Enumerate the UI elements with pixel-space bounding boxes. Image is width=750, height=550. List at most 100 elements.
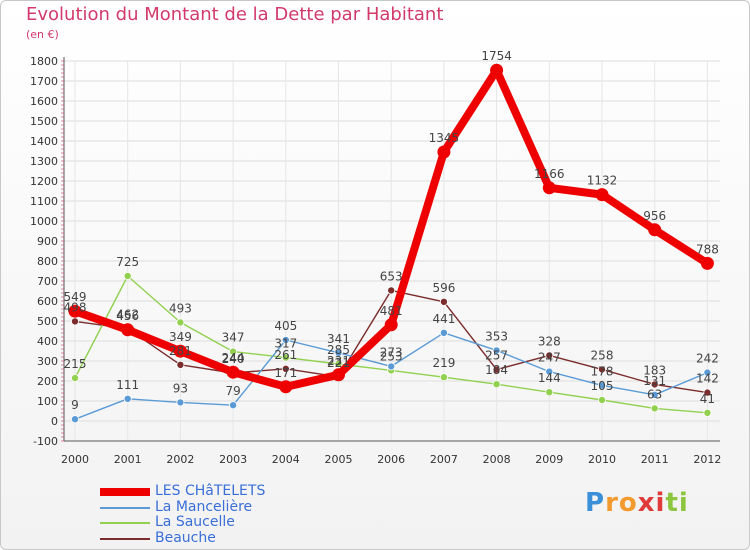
y-tick-label: 1300 [30,155,58,168]
data-label: 247 [538,351,561,365]
x-tick-label: 2006 [377,453,405,466]
data-point [703,408,712,417]
data-point [68,304,82,318]
data-label: 347 [222,331,245,345]
data-label: 405 [274,319,297,333]
data-label: 653 [380,269,403,283]
data-point [542,181,556,195]
x-tick-label: 2003 [219,453,247,466]
data-label: 349 [169,330,192,344]
data-point [437,145,451,159]
data-label: 111 [116,378,139,392]
data-label: 244 [222,351,245,365]
legend-label: LES CHâTELETS [155,483,266,499]
data-label: 219 [432,356,455,370]
proxiti-logo: Proxiti [585,488,689,518]
y-tick-label: 1000 [30,215,58,228]
x-tick-label: 2004 [272,453,300,466]
data-point [703,388,712,397]
data-point [229,401,238,410]
y-tick-label: -100 [33,435,58,448]
x-tick-label: 2012 [693,453,721,466]
legend-swatch [100,537,150,540]
logo-letter: i [655,488,666,518]
data-label: 462 [116,308,139,322]
data-label: 258 [591,348,614,362]
data-label: 257 [485,349,508,363]
data-point [387,362,396,371]
data-label: 215 [64,357,87,371]
data-label: 549 [64,290,87,304]
data-point [123,394,132,403]
data-label: 481 [380,304,403,318]
data-point [71,317,80,326]
y-tick-label: 1500 [30,115,58,128]
legend-label: La Saucelle [155,514,235,530]
data-point [492,346,501,355]
data-point [281,353,290,362]
data-label: 178 [591,364,614,378]
data-point [439,297,448,306]
x-tick-label: 2005 [325,453,353,466]
data-label: 441 [432,312,455,326]
legend-label: La Mancelière [155,498,253,515]
data-label: 956 [643,209,666,223]
data-point [176,360,185,369]
data-point [71,415,80,424]
data-point [545,351,554,360]
y-tick-label: 100 [37,395,58,408]
data-point [598,395,607,404]
x-tick-label: 2007 [430,453,458,466]
data-label: 63 [647,387,662,401]
data-label: 1132 [587,174,618,188]
data-label: 341 [327,332,350,346]
data-label: 144 [538,371,561,385]
data-label: 9 [71,398,79,412]
axes: -100 0 100 200 300 400 500 600 700 800 900 1000 1100… [30,55,721,466]
data-label: 1166 [534,167,565,181]
logo-letter: r [605,488,619,518]
x-tick-label: 2001 [114,453,142,466]
data-point [173,344,187,358]
logo-letter: o [618,488,638,518]
y-tick-label: 400 [37,335,58,348]
data-label: 498 [64,300,87,314]
data-label: 1345 [429,131,460,145]
data-point [648,223,662,237]
data-point [598,381,607,390]
series-lines [68,63,714,424]
data-point [703,368,712,377]
y-tick-label: 1400 [30,135,58,148]
data-point [334,348,343,357]
y-tick-label: 600 [37,295,58,308]
data-point [598,365,607,374]
data-point [226,365,240,379]
logo-letter: t [665,488,679,518]
data-label: 142 [696,372,719,386]
data-point [229,347,238,356]
y-tick-label: 1200 [30,175,58,188]
x-tick-label: 2008 [483,453,511,466]
y-tick-label: 300 [37,355,58,368]
data-point [650,380,659,389]
x-tick-label: 2000 [61,453,89,466]
data-label: 253 [380,349,403,363]
x-tick-label: 2011 [641,453,669,466]
y-tick-label: 1800 [30,55,58,68]
data-point [281,364,290,373]
data-labels: 549 456 349 244 171 231 481 1345 1754 1166 1132 956… [64,49,719,412]
logo-letter: x [637,488,656,518]
data-label: 317 [274,337,297,351]
data-label: 221 [327,356,350,370]
y-tick-label: 900 [37,235,58,248]
y-tick-label: 500 [37,315,58,328]
data-label: 231 [327,354,350,368]
data-label: 79 [225,384,240,398]
data-label: 281 [169,344,192,358]
y-tick-label: 800 [37,255,58,268]
data-label: 1754 [481,49,512,63]
chart-title: Evolution du Montant de la Dette par Hab… [26,4,444,25]
data-point [176,398,185,407]
data-point [123,271,132,280]
